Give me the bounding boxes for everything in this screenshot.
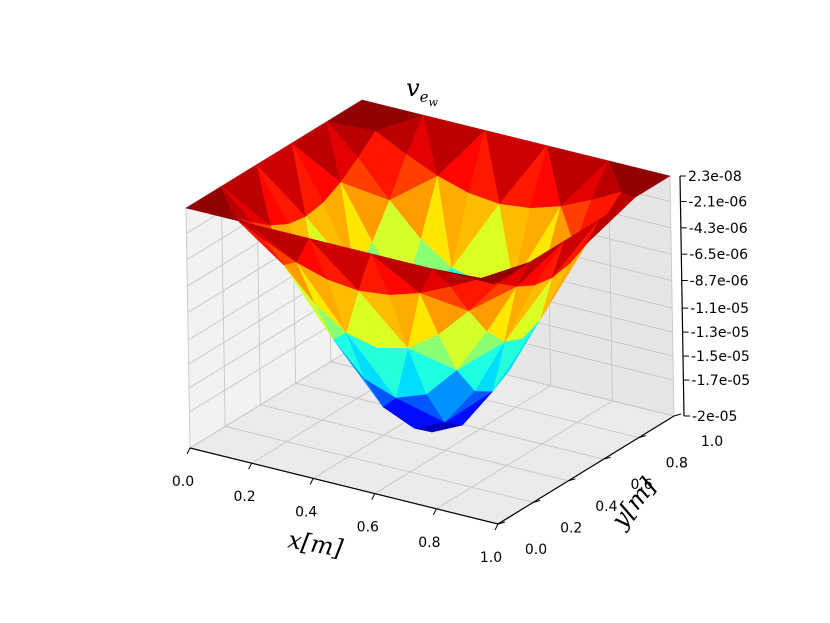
x-tick-label: 0.4 — [295, 504, 317, 520]
tick-labels: 0.0 0.2 0.4 0.6 0.8 1.0 0.0 0.2 0.4 0.6 0.8 1.0 2.3e… — [172, 169, 750, 566]
x-tick-label: 0.2 — [233, 489, 255, 505]
y-tick-mark — [568, 478, 576, 482]
x-tick-label: 0.8 — [418, 535, 440, 551]
title-main: v — [406, 74, 420, 102]
surface-facet — [401, 260, 433, 294]
z-tick-label: -2e-05 — [692, 409, 737, 425]
x-tick-mark — [432, 508, 437, 516]
z-tick-label: -8.7e-06 — [690, 274, 749, 290]
surface-facet — [516, 251, 547, 287]
z-tick-label: -4.3e-06 — [689, 221, 748, 237]
surface-facet — [586, 208, 618, 244]
z-tick-label: 2.3e-08 — [688, 169, 742, 185]
y-tick-label: 0.2 — [560, 520, 582, 536]
z-tick-label: -6.5e-06 — [689, 247, 748, 263]
y-tick-mark — [497, 521, 506, 525]
title-subsub: w — [429, 96, 439, 109]
x-tick-label: 0.6 — [357, 520, 379, 536]
chart-title: vew — [406, 74, 438, 109]
y-tick-mark — [673, 413, 682, 417]
z-tick-label: -1.7e-05 — [691, 373, 750, 389]
surface-facet — [216, 215, 248, 224]
y-tick-mark — [638, 435, 646, 439]
z-tick-label: -1.3e-05 — [691, 325, 750, 341]
x-tick-label: 1.0 — [480, 550, 502, 566]
x-tick-mark — [371, 493, 376, 500]
x-tick-label: 0.0 — [172, 474, 194, 490]
y-tick-mark — [533, 499, 541, 503]
y-tick-label: 0.0 — [525, 542, 547, 558]
y-axis-line — [497, 415, 675, 525]
z-tick-label: -2.1e-06 — [688, 194, 747, 210]
surface-facet — [480, 273, 512, 285]
x-tick-mark — [186, 447, 191, 455]
x-tick-mark — [248, 462, 253, 470]
x-axis-label: x[m] — [286, 526, 346, 563]
y-tick-label: 0.6 — [630, 477, 652, 493]
surface-facet — [551, 229, 583, 278]
y-tick-label: 1.0 — [701, 434, 723, 450]
y-tick-mark — [603, 456, 611, 460]
y-tick-label: 0.4 — [595, 499, 617, 515]
z-tick-label: -1.1e-05 — [690, 301, 749, 317]
surface-facet — [621, 186, 653, 198]
x-axis-line — [189, 447, 499, 525]
x-tick-mark — [494, 523, 499, 531]
surface-mesh — [185, 99, 671, 433]
axis-lines — [189, 175, 685, 525]
z-axis-line — [679, 175, 685, 417]
z-tick-label: -1.5e-05 — [691, 349, 750, 365]
y-tick-label: 0.8 — [666, 456, 688, 472]
x-tick-mark — [309, 478, 314, 485]
title-sub: e — [420, 88, 429, 106]
